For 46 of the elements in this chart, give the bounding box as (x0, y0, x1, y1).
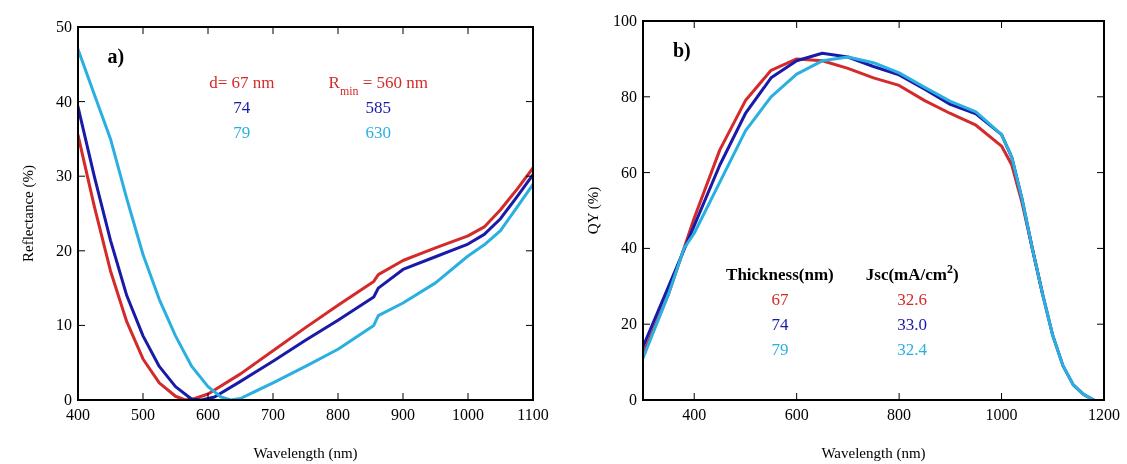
y-tick-label: 80 (621, 87, 637, 105)
annotation: d= 67 nm (209, 73, 275, 93)
x-tick-label: 700 (261, 406, 285, 423)
y-tick-label: 0 (64, 391, 72, 408)
y-tick-label: 60 (621, 163, 637, 181)
x-axis-title: Wavelength (nm) (253, 445, 358, 462)
x-tick-label: 600 (784, 406, 809, 423)
annotation: a) (107, 44, 125, 68)
x-tick-label: 400 (682, 406, 707, 423)
annotation: 32.6 (897, 289, 928, 309)
x-tick-label: 500 (131, 406, 155, 423)
x-tick-label: 1000 (985, 406, 1018, 423)
y-tick-label: 40 (56, 92, 72, 110)
x-tick-label: 400 (66, 406, 90, 423)
x-axis-title: Wavelength (nm) (821, 445, 926, 462)
y-axis-title: QY (%) (585, 186, 602, 235)
x-tick-label: 1000 (452, 406, 484, 423)
annotation: 79 (771, 339, 789, 359)
x-tick-label: 800 (326, 406, 350, 423)
y-tick-label: 30 (56, 167, 72, 185)
annotation: Jsc(mA/cm$^{2}$) (865, 261, 959, 284)
y-tick-label: 40 (621, 239, 637, 257)
x-tick-label: 800 (887, 406, 912, 423)
annotation: Thickness(nm) (726, 264, 834, 284)
annotation: 74 (233, 98, 251, 118)
x-tick-label: 1200 (1088, 406, 1120, 423)
x-tick-label: 1100 (517, 406, 549, 423)
annotation: 630 (365, 123, 392, 143)
y-tick-label: 10 (56, 316, 72, 334)
annotation: 33.0 (897, 314, 928, 334)
annotation: b) (672, 39, 691, 63)
annotation: 74 (771, 314, 789, 334)
y-tick-label: 0 (629, 391, 637, 408)
line-series (78, 47, 533, 400)
y-tick-label: 20 (621, 315, 637, 333)
y-tick-label: 50 (56, 18, 72, 35)
y-tick-label: 100 (613, 12, 637, 29)
x-tick-label: 600 (196, 406, 220, 423)
x-tick-label: 900 (391, 406, 415, 423)
annotation: R$_{min}$ = 560 nm (328, 73, 428, 99)
y-tick-label: 20 (56, 241, 72, 259)
y-axis-title: Reflectance (%) (20, 164, 37, 263)
annotation: 79 (233, 123, 251, 143)
annotation: 585 (365, 98, 392, 118)
annotation: 32.4 (897, 339, 928, 359)
annotation: 67 (771, 289, 789, 309)
